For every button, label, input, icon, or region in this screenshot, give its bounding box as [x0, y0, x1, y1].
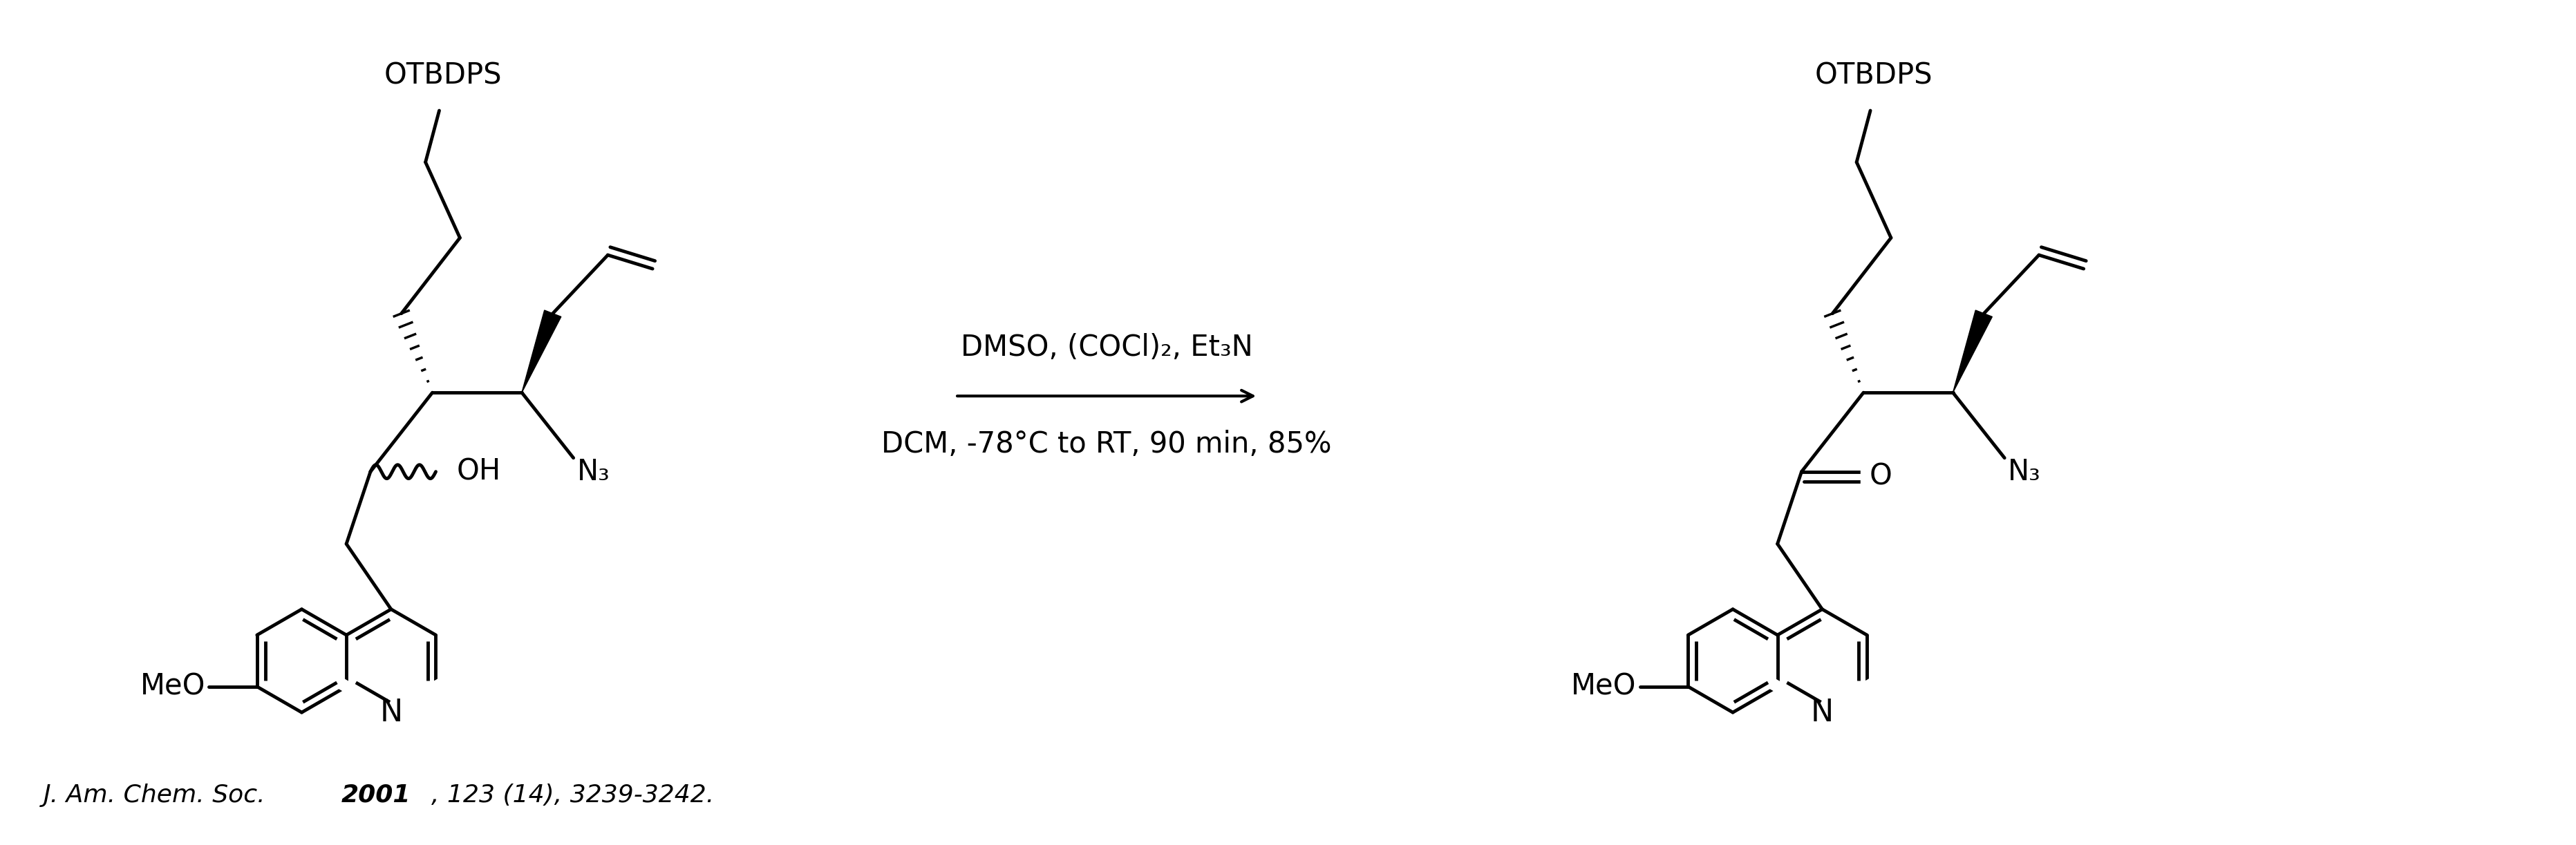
Text: MeO: MeO: [1571, 672, 1636, 701]
Text: DMSO, (COCl)₂, Et₃N: DMSO, (COCl)₂, Et₃N: [961, 334, 1252, 363]
Text: , 123 (14), 3239-3242.: , 123 (14), 3239-3242.: [430, 783, 714, 807]
Text: O: O: [1870, 462, 1891, 491]
Text: N: N: [1811, 697, 1834, 728]
Text: OTBDPS: OTBDPS: [1816, 61, 1932, 90]
Text: N₃: N₃: [577, 457, 611, 486]
Text: DCM, -78°C to RT, 90 min, 85%: DCM, -78°C to RT, 90 min, 85%: [881, 429, 1332, 459]
Polygon shape: [1953, 310, 1991, 393]
Text: J. Am. Chem. Soc.: J. Am. Chem. Soc.: [44, 783, 273, 807]
Polygon shape: [523, 310, 562, 393]
Text: N₃: N₃: [2007, 457, 2040, 486]
Text: OH: OH: [456, 457, 500, 486]
Text: N: N: [379, 697, 402, 728]
Text: 2001: 2001: [343, 783, 410, 807]
Text: MeO: MeO: [139, 672, 206, 701]
Text: OTBDPS: OTBDPS: [384, 61, 502, 90]
